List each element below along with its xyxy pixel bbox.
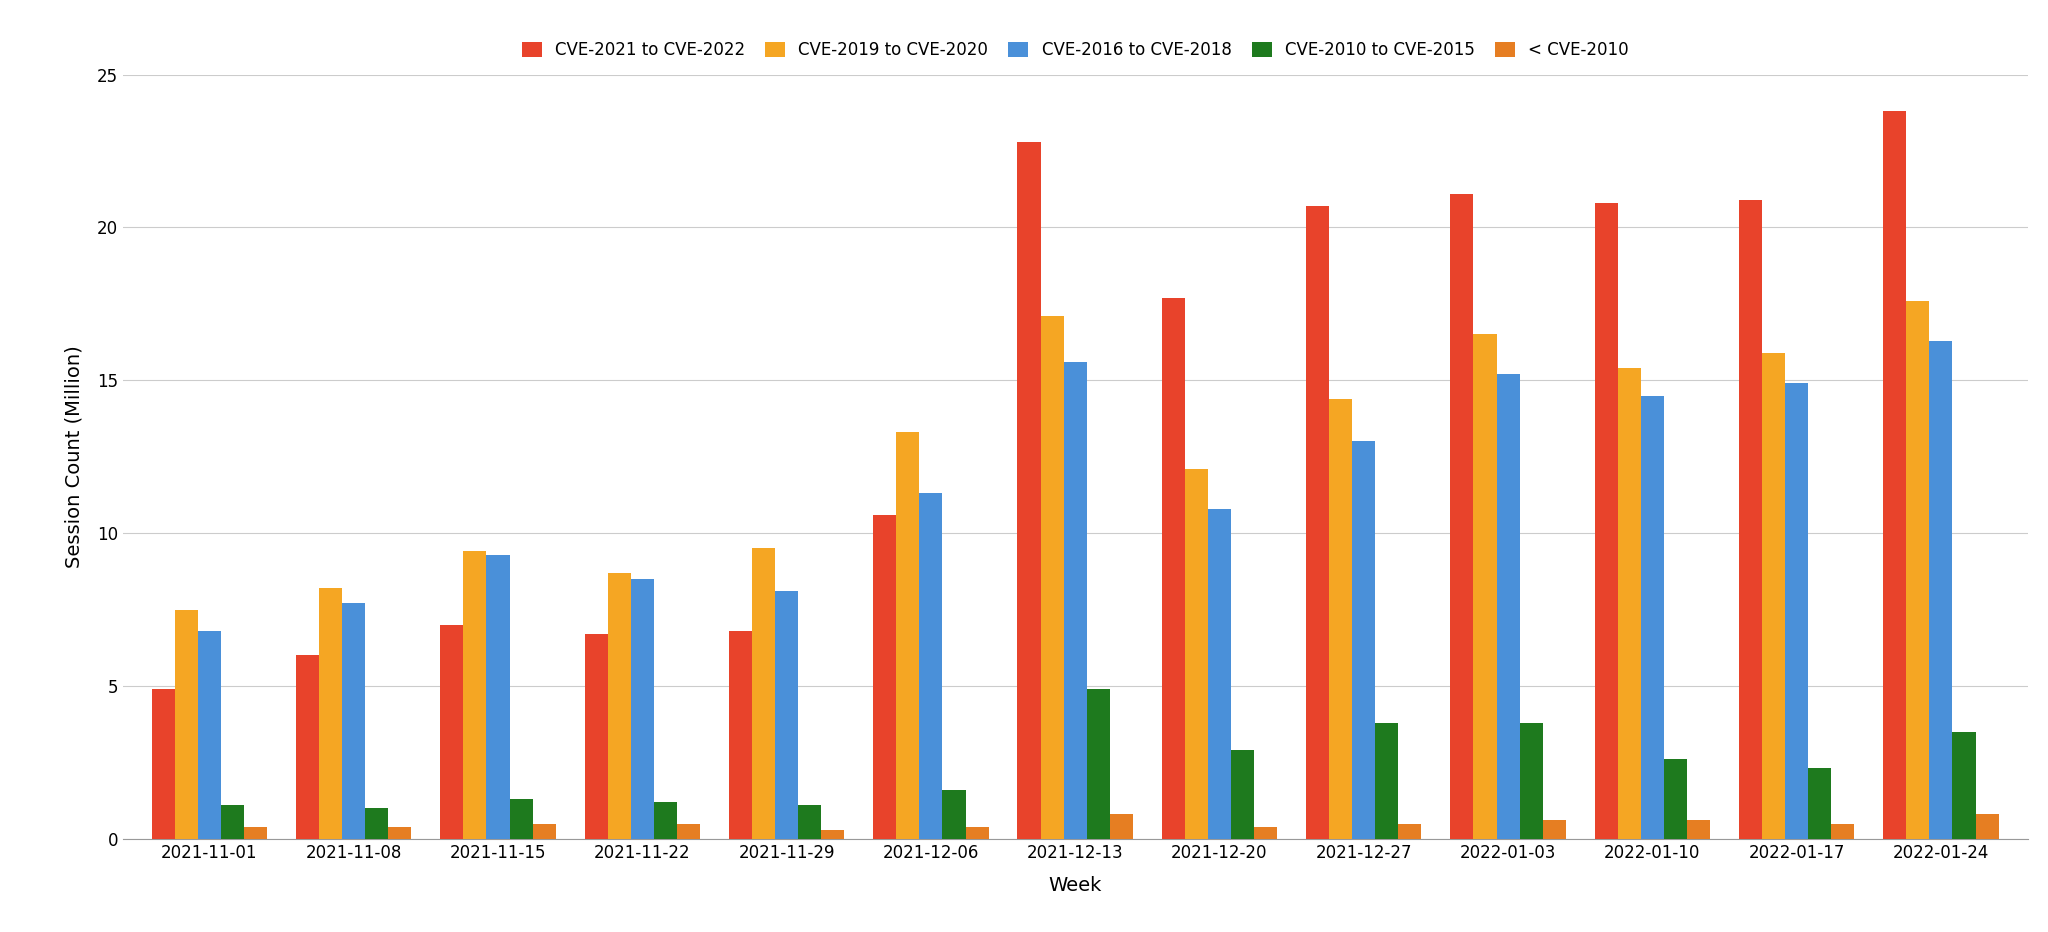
Bar <box>510 799 532 839</box>
Bar <box>1018 142 1040 839</box>
X-axis label: Week: Week <box>1049 875 1102 895</box>
Bar <box>1761 352 1786 839</box>
Bar <box>199 631 221 839</box>
Bar <box>342 603 365 839</box>
Bar <box>678 824 700 839</box>
Bar <box>1595 203 1618 839</box>
Bar <box>1186 469 1208 839</box>
Bar <box>297 655 319 839</box>
Bar <box>584 634 608 839</box>
Bar <box>1253 827 1278 839</box>
Bar <box>920 493 942 839</box>
Bar <box>1884 111 1907 839</box>
Bar <box>365 808 389 839</box>
Bar <box>1497 374 1520 839</box>
Bar <box>897 432 920 839</box>
Bar <box>653 802 678 839</box>
Bar <box>608 573 631 839</box>
Legend: CVE-2021 to CVE-2022, CVE-2019 to CVE-2020, CVE-2016 to CVE-2018, CVE-2010 to CV: CVE-2021 to CVE-2022, CVE-2019 to CVE-20… <box>522 41 1628 59</box>
Bar <box>1542 820 1567 839</box>
Bar <box>942 790 965 839</box>
Y-axis label: Session Count (Million): Session Count (Million) <box>63 345 84 569</box>
Bar <box>174 610 199 839</box>
Bar <box>319 588 342 839</box>
Bar <box>1808 769 1831 839</box>
Bar <box>965 827 989 839</box>
Bar <box>752 548 774 839</box>
Bar <box>1831 824 1853 839</box>
Bar <box>1307 206 1329 839</box>
Bar <box>244 827 266 839</box>
Bar <box>152 689 174 839</box>
Bar <box>1786 383 1808 839</box>
Bar <box>1161 297 1186 839</box>
Bar <box>774 591 799 839</box>
Bar <box>1618 368 1640 839</box>
Bar <box>1739 199 1761 839</box>
Bar <box>1688 820 1710 839</box>
Bar <box>1663 760 1688 839</box>
Bar <box>1929 340 1952 839</box>
Bar <box>1376 722 1399 839</box>
Bar <box>532 824 555 839</box>
Bar <box>799 805 821 839</box>
Bar <box>1063 362 1087 839</box>
Bar <box>1352 442 1376 839</box>
Bar <box>1640 395 1663 839</box>
Bar <box>463 552 487 839</box>
Bar <box>821 829 844 839</box>
Bar <box>1231 750 1253 839</box>
Bar <box>1040 316 1063 839</box>
Bar <box>487 555 510 839</box>
Bar <box>1907 301 1929 839</box>
Bar <box>1110 815 1133 839</box>
Bar <box>1399 824 1421 839</box>
Bar <box>440 624 463 839</box>
Bar <box>1329 399 1352 839</box>
Bar <box>631 579 653 839</box>
Bar <box>1450 194 1473 839</box>
Bar <box>729 631 752 839</box>
Bar <box>221 805 244 839</box>
Bar <box>1473 335 1497 839</box>
Bar <box>872 514 897 839</box>
Bar <box>1087 689 1110 839</box>
Bar <box>1208 509 1231 839</box>
Bar <box>1952 732 1976 839</box>
Bar <box>1976 815 1999 839</box>
Bar <box>389 827 412 839</box>
Bar <box>1520 722 1542 839</box>
